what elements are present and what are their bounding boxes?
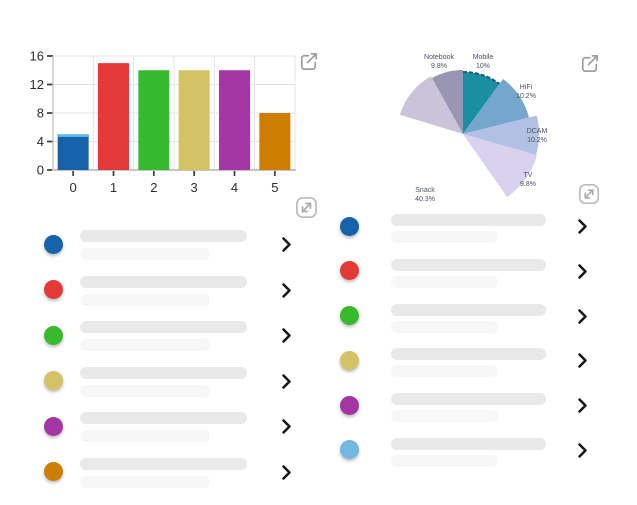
series-color-dot (340, 306, 359, 326)
skeleton-line (391, 410, 498, 423)
rose-pie-chart[interactable] (380, 45, 628, 213)
chevron-right-icon[interactable] (281, 464, 292, 481)
chevron-right-icon[interactable] (281, 327, 292, 344)
right-detail-list (335, 207, 588, 476)
y-axis-label: 12 (30, 77, 44, 92)
skeleton-line (80, 248, 210, 260)
y-axis-label: 0 (37, 163, 44, 178)
series-color-dot (340, 216, 359, 236)
list-item[interactable] (335, 341, 588, 386)
bar[interactable] (219, 70, 250, 170)
skeleton-line (391, 393, 546, 406)
skeleton-line (80, 412, 247, 424)
x-axis-label: 5 (271, 180, 278, 195)
chevron-right-icon[interactable] (281, 236, 292, 253)
chevron-right-icon[interactable] (577, 263, 588, 280)
chevron-right-icon[interactable] (577, 308, 588, 325)
expand-icon[interactable] (577, 182, 601, 206)
series-color-dot (340, 395, 359, 415)
bar[interactable] (178, 70, 210, 170)
skeleton-line (391, 258, 546, 271)
pie-sector-highlight-edge (462, 71, 501, 85)
skeleton-line (391, 303, 546, 316)
series-color-dot (44, 462, 63, 481)
y-axis-label: 4 (37, 134, 44, 149)
skeleton-line (391, 437, 546, 450)
series-color-dot (44, 280, 63, 299)
pie-sector[interactable] (463, 134, 538, 198)
list-item[interactable] (335, 431, 588, 476)
skeleton-line (391, 454, 498, 467)
pie-sector[interactable] (463, 78, 529, 134)
skeleton-line (391, 214, 546, 226)
x-axis-label: 2 (150, 180, 157, 195)
pie-sector[interactable] (463, 72, 500, 134)
skeleton-line (80, 339, 210, 351)
skeleton-line (391, 275, 498, 288)
pie-sector[interactable] (431, 70, 463, 134)
list-item[interactable] (40, 359, 292, 405)
bar-chart-card: 0 4 8 12 16 0 1 2 3 4 5 (20, 43, 335, 198)
chevron-right-icon[interactable] (577, 218, 588, 235)
bar[interactable] (57, 134, 89, 170)
skeleton-line (80, 275, 247, 288)
x-axis-label: 1 (110, 180, 117, 195)
y-axis-label: 8 (37, 106, 44, 121)
skeleton-line (80, 475, 210, 488)
bar[interactable] (138, 70, 170, 170)
series-color-dot (44, 325, 63, 345)
skeleton-line (80, 457, 247, 470)
bar[interactable] (98, 63, 129, 170)
x-axis-label: 3 (191, 180, 198, 195)
chevron-right-icon[interactable] (281, 373, 292, 390)
series-color-dot (340, 261, 359, 281)
skeleton-line (391, 365, 498, 378)
series-color-dot (44, 234, 63, 254)
chevron-right-icon[interactable] (577, 397, 588, 414)
list-item[interactable] (40, 268, 292, 314)
pie-sector[interactable] (463, 115, 540, 155)
series-color-dot (44, 416, 63, 436)
skeleton-line (391, 348, 546, 361)
skeleton-line (391, 231, 498, 243)
chevron-right-icon[interactable] (281, 282, 292, 299)
skeleton-line (80, 321, 247, 333)
chevron-right-icon[interactable] (577, 352, 588, 369)
skeleton-line (80, 430, 210, 442)
x-axis-label: 4 (231, 180, 238, 195)
external-link-icon[interactable] (297, 50, 320, 73)
x-axis-label: 0 (70, 180, 77, 195)
list-item[interactable] (40, 450, 292, 496)
chevron-right-icon[interactable] (577, 442, 588, 459)
left-detail-list (40, 222, 292, 495)
list-item[interactable] (40, 313, 292, 359)
list-item[interactable] (335, 207, 588, 252)
list-item[interactable] (335, 297, 588, 342)
series-color-dot (44, 371, 63, 390)
list-item[interactable] (40, 404, 292, 450)
skeleton-line (80, 366, 247, 379)
expand-icon[interactable] (294, 195, 319, 220)
list-item[interactable] (335, 252, 588, 297)
pie-sector[interactable] (399, 76, 463, 134)
chevron-right-icon[interactable] (281, 418, 292, 435)
series-color-dot (340, 440, 359, 460)
series-color-dot (340, 350, 359, 370)
skeleton-line (391, 320, 498, 333)
y-axis-label: 16 (30, 49, 44, 64)
list-item[interactable] (40, 222, 292, 268)
bar[interactable] (259, 113, 291, 170)
external-link-icon[interactable] (578, 52, 601, 75)
skeleton-line (80, 230, 247, 242)
skeleton-line (80, 384, 210, 397)
list-item[interactable] (335, 386, 588, 431)
skeleton-line (80, 293, 210, 306)
